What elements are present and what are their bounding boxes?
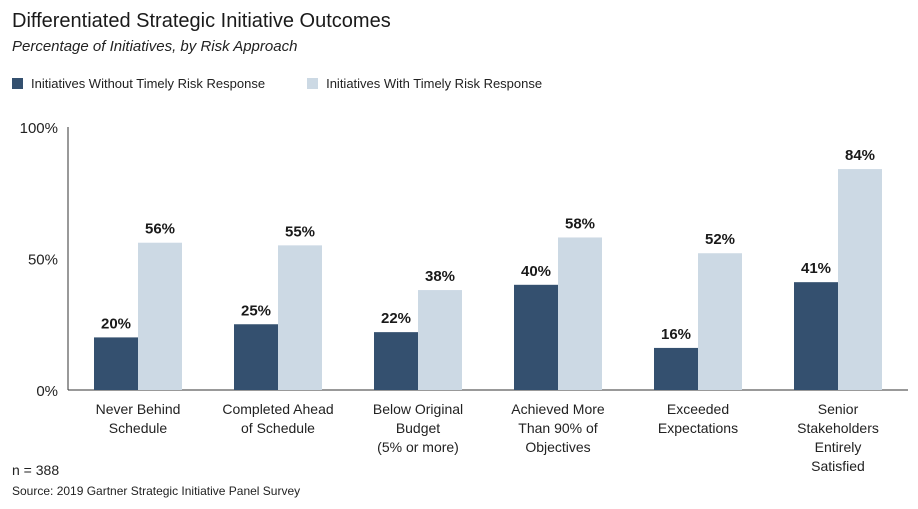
data-label: 58% bbox=[565, 215, 595, 232]
legend-item-with: Initiatives With Timely Risk Response bbox=[307, 76, 542, 91]
data-label: 38% bbox=[425, 268, 455, 285]
x-tick-label-line: Never Behind bbox=[96, 401, 181, 417]
x-tick-label-line: Completed Ahead bbox=[222, 401, 333, 417]
data-label: 20% bbox=[101, 315, 131, 332]
data-label: 40% bbox=[521, 263, 551, 280]
bar-without bbox=[654, 347, 698, 390]
data-label: 55% bbox=[285, 223, 315, 240]
x-tick-label-line: Stakeholders bbox=[797, 420, 879, 436]
x-tick-label-line: Expectations bbox=[658, 420, 738, 436]
bar-with bbox=[418, 290, 462, 390]
x-tick-label: Senior Stakeholders Entirely Satisfied bbox=[797, 401, 879, 474]
x-tick-label-line: of Schedule bbox=[241, 420, 315, 436]
data-label: 16% bbox=[661, 326, 691, 343]
y-tick-label: 100% bbox=[20, 120, 58, 137]
x-tick-label-line: Schedule bbox=[109, 420, 168, 436]
source-note: Source: 2019 Gartner Strategic Initiativ… bbox=[12, 484, 301, 498]
legend-item-without: Initiatives Without Timely Risk Response bbox=[12, 76, 265, 91]
x-tick-label-line: Exceeded bbox=[667, 401, 729, 417]
x-tick-label-line: (5% or more) bbox=[377, 439, 459, 455]
legend-swatch-without bbox=[12, 78, 23, 89]
data-label: 84% bbox=[845, 147, 875, 164]
bar-without bbox=[794, 282, 838, 390]
x-tick-label-line: Senior bbox=[818, 401, 859, 417]
y-tick-label: 0% bbox=[36, 383, 58, 400]
x-tick-label-line: Budget bbox=[396, 420, 440, 436]
legend-swatch-with bbox=[307, 78, 319, 89]
bar-without bbox=[234, 324, 278, 390]
legend: Initiatives Without Timely Risk Response… bbox=[12, 76, 584, 91]
x-tick-label-line: Entirely bbox=[815, 439, 862, 455]
bar-with bbox=[278, 245, 322, 390]
data-label: 41% bbox=[801, 260, 831, 277]
x-tick-label: Achieved More Than 90% of Objectives bbox=[511, 401, 605, 455]
bar-with bbox=[838, 169, 882, 390]
sample-size-note: n = 388 bbox=[12, 462, 60, 478]
bar-with bbox=[138, 242, 182, 390]
bar-with bbox=[698, 253, 742, 390]
x-tick-label: Never Behind Schedule bbox=[96, 401, 181, 436]
chart-title: Differentiated Strategic Initiative Outc… bbox=[12, 10, 391, 32]
x-tick-label-line: Than 90% of bbox=[518, 420, 597, 436]
x-tick-label: Exceeded Expectations bbox=[658, 401, 738, 436]
legend-label-with: Initiatives With Timely Risk Response bbox=[326, 76, 543, 91]
bar-without bbox=[514, 284, 558, 390]
x-tick-label: Below Original Budget (5% or more) bbox=[373, 401, 463, 455]
legend-label-without: Initiatives Without Timely Risk Response bbox=[31, 76, 266, 91]
x-tick-label-line: Objectives bbox=[525, 439, 590, 455]
y-tick-label: 50% bbox=[28, 252, 58, 269]
data-label: 52% bbox=[705, 231, 735, 248]
bar-without bbox=[374, 332, 418, 390]
x-tick-label-line: Achieved More bbox=[511, 401, 605, 417]
chart-subtitle: Percentage of Initiatives, by Risk Appro… bbox=[12, 38, 298, 55]
data-label: 56% bbox=[145, 221, 175, 238]
x-tick-label-line: Satisfied bbox=[811, 458, 865, 474]
data-label: 22% bbox=[381, 310, 411, 327]
x-tick-label: Completed Ahead of Schedule bbox=[222, 401, 333, 436]
data-label: 25% bbox=[241, 302, 271, 319]
bar-with bbox=[558, 237, 602, 390]
x-tick-label-line: Below Original bbox=[373, 401, 463, 417]
bar-without bbox=[94, 337, 138, 390]
